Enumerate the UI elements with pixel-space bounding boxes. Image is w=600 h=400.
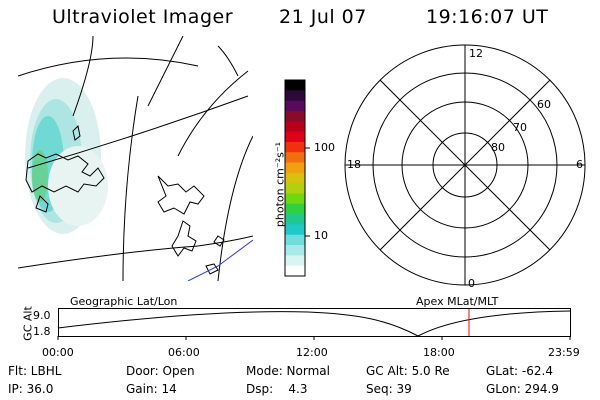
status-dsp: Dsp: 4.3 (246, 382, 308, 396)
status-glon: GLon: 294.9 (486, 382, 559, 396)
status-filter: Flt: LBHL (8, 364, 62, 378)
colorbar-band (285, 162, 305, 174)
colorbar-band (285, 141, 305, 153)
colorbar-band (285, 152, 305, 164)
altitude-xtick-0600: 06:00 (168, 346, 200, 359)
colorbar-band (285, 193, 305, 205)
mlt-label-0: 0 (468, 277, 475, 290)
colorbar-band (285, 214, 305, 225)
colorbar-band (285, 90, 305, 102)
colorbar-band (285, 172, 305, 184)
colorbar-band (285, 100, 305, 112)
mlt-label-12: 12 (469, 47, 483, 60)
colorbar-band (285, 203, 305, 215)
colorbar-band (285, 224, 305, 236)
status-glat: GLat: -62.4 (486, 364, 553, 378)
date-label: 21 Jul 07 (279, 6, 367, 28)
status-mode: Mode: Normal (246, 364, 330, 378)
status-ip: IP: 36.0 (8, 382, 54, 396)
colorbar-band (285, 245, 305, 256)
mlt-label-6: 6 (576, 158, 583, 171)
map-coastline (25, 124, 225, 275)
time-label: 19:16:07 UT (426, 6, 549, 28)
status-gain: Gain: 14 (126, 382, 177, 396)
mlat-label-60: 60 (537, 98, 551, 111)
mlt-label-18: 18 (347, 158, 361, 171)
altitude-xtick-1200: 12:00 (296, 346, 328, 359)
orbit-track (187, 239, 253, 281)
status-gc-alt: GC Alt: 5.0 Re (366, 364, 450, 378)
mlat-label-70: 70 (513, 121, 527, 134)
altitude-xtick-1800: 18:00 (423, 346, 455, 359)
altitude-plot (57, 308, 571, 340)
colorbar-band (285, 131, 305, 143)
colorbar-band (285, 80, 305, 91)
colorbar-band (285, 255, 305, 267)
colorbar (284, 79, 310, 277)
polar-caption: Apex MLat/MLT (416, 295, 499, 308)
mlat-label-80: 80 (491, 141, 505, 154)
colorbar-tick-100: 100 (314, 141, 335, 154)
colorbar-band (285, 121, 305, 133)
status-door: Door: Open (126, 364, 195, 378)
uv-emission-region (25, 78, 108, 234)
colorbar-band (285, 110, 305, 122)
polar-plot (344, 44, 586, 286)
colorbar-band (285, 234, 305, 246)
app-title: Ultraviolet Imager (52, 6, 234, 28)
map-graticule (18, 36, 253, 281)
geographic-map (18, 36, 253, 281)
altitude-ytick-top: 9.0 (33, 309, 51, 322)
map-caption: Geographic Lat/Lon (70, 295, 178, 308)
colorbar-band (285, 265, 305, 277)
colorbar-unit-label: photon cm⁻²s⁻¹ (273, 141, 287, 228)
colorbar-tick-10: 10 (314, 229, 328, 242)
altitude-xtick-0000: 00:00 (42, 346, 74, 359)
altitude-ytick-bottom: 1.8 (33, 325, 51, 338)
colorbar-band (285, 183, 305, 194)
altitude-xtick-2359: 23:59 (548, 346, 580, 359)
status-seq: Seq: 39 (366, 382, 412, 396)
